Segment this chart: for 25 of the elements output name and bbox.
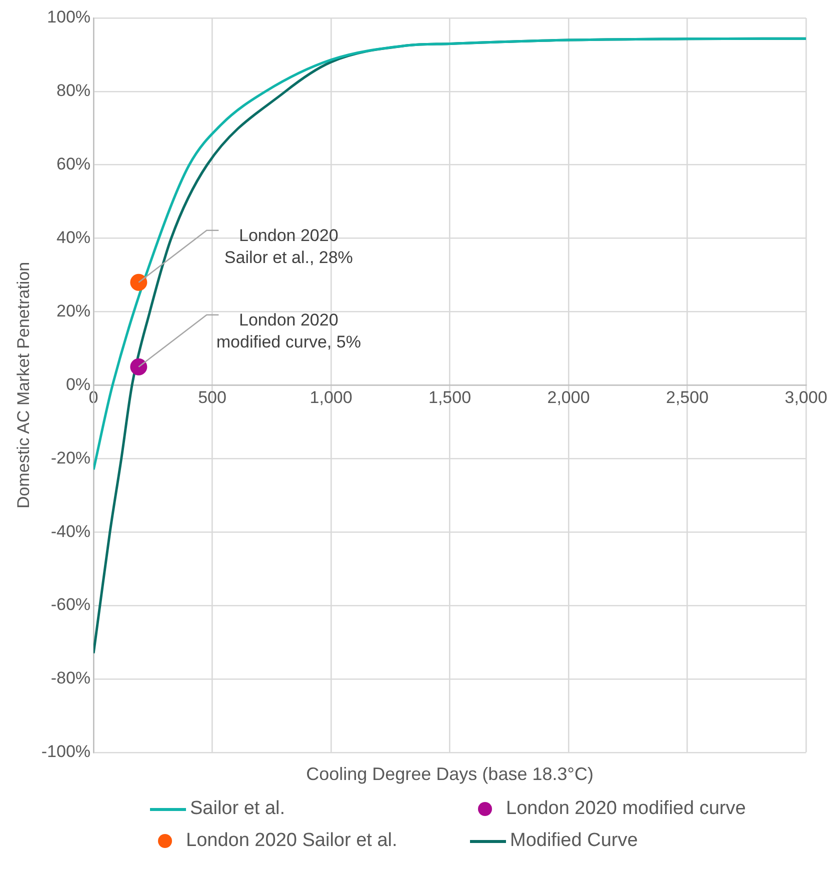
annotation: London 2020 modified curve, 5% bbox=[216, 310, 361, 352]
x-axis-title: Cooling Degree Days (base 18.3°C) bbox=[306, 764, 594, 784]
x-tick-label: 1,500 bbox=[428, 388, 472, 408]
y-tick-label: 0% bbox=[66, 374, 91, 394]
legend-label: Sailor et al. bbox=[190, 798, 286, 820]
legend-label: Modified Curve bbox=[510, 830, 638, 852]
y-tick-label: 20% bbox=[56, 301, 91, 320]
y-tick-label: -100% bbox=[41, 742, 91, 762]
y-tick-label: 80% bbox=[56, 81, 91, 100]
y-tick-label: 100% bbox=[47, 8, 91, 27]
x-tick-label: 1,000 bbox=[310, 388, 352, 408]
y-tick-label: 40% bbox=[56, 228, 91, 248]
y-axis-title: Domestic AC Market Penetration bbox=[14, 262, 33, 509]
y-tick-label: -20% bbox=[50, 448, 91, 468]
x-tick-label: 3,000 bbox=[784, 388, 828, 408]
annotation: London 2020 Sailor et al., 28% bbox=[224, 226, 353, 268]
x-tick-label: 500 bbox=[198, 388, 226, 408]
legend-label: London 2020 modified curve bbox=[506, 798, 746, 820]
x-tick-label: 2,500 bbox=[666, 388, 709, 408]
y-tick-label: 60% bbox=[56, 154, 91, 174]
y-tick-label: -80% bbox=[50, 668, 91, 688]
legend-label: London 2020 Sailor et al. bbox=[186, 830, 398, 852]
x-tick-label: 2,000 bbox=[547, 388, 590, 408]
y-tick-label: -40% bbox=[50, 522, 91, 541]
y-tick-label: -60% bbox=[50, 595, 91, 614]
